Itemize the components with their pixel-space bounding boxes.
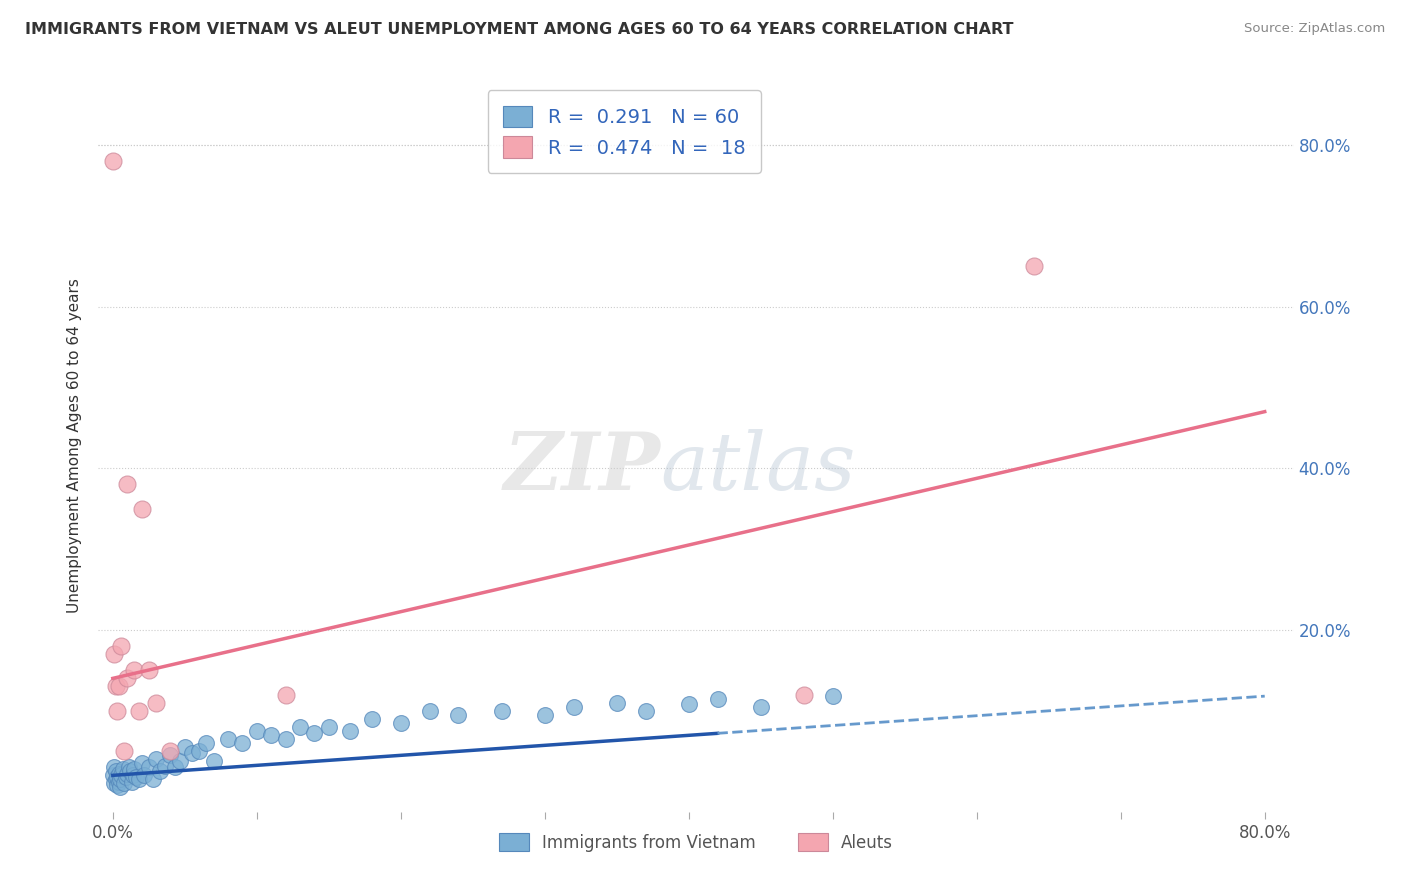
Point [749, 699, 772, 714]
Point [318, 720, 340, 734]
Point [103, 647, 125, 661]
Point [793, 688, 815, 702]
Point [105, 778, 128, 792]
Point [706, 691, 728, 706]
Point [195, 736, 218, 750]
Point [361, 712, 384, 726]
Point [115, 766, 138, 780]
Point [111, 762, 134, 776]
Point [145, 696, 167, 710]
Point [104, 772, 127, 787]
Point [105, 704, 128, 718]
Point [163, 760, 186, 774]
Point [131, 501, 153, 516]
Point [110, 768, 132, 782]
Point [169, 754, 191, 768]
Point [145, 752, 167, 766]
Point [217, 731, 239, 746]
Point [138, 663, 160, 677]
Point [125, 770, 148, 784]
Point [114, 770, 136, 784]
Point [104, 764, 127, 779]
Point [121, 774, 143, 789]
Text: ZIP: ZIP [503, 429, 661, 507]
Point [153, 758, 176, 772]
Text: Source: ZipAtlas.com: Source: ZipAtlas.com [1244, 22, 1385, 36]
Point [389, 715, 412, 730]
Point [288, 720, 311, 734]
Point [115, 477, 138, 491]
Point [533, 707, 555, 722]
Point [304, 726, 326, 740]
Point [107, 774, 129, 789]
Point [115, 671, 138, 685]
Point [419, 704, 441, 718]
Point [634, 704, 657, 718]
Point [159, 744, 181, 758]
Point [120, 764, 142, 779]
Point [606, 696, 628, 710]
Point [128, 704, 150, 718]
Point [124, 663, 146, 677]
Y-axis label: Unemployment Among Ages 60 to 64 years: Unemployment Among Ages 60 to 64 years [67, 278, 83, 614]
Point [101, 768, 124, 782]
Point [260, 728, 283, 742]
Point [821, 689, 844, 703]
Point [202, 754, 225, 768]
Point [108, 780, 131, 795]
Point [142, 772, 165, 787]
Point [181, 746, 204, 760]
Point [112, 776, 135, 790]
Point [103, 776, 125, 790]
Point [274, 688, 297, 702]
Legend: Immigrants from Vietnam, Aleuts: Immigrants from Vietnam, Aleuts [492, 826, 900, 858]
Point [678, 697, 700, 711]
Point [101, 154, 124, 169]
Point [447, 707, 470, 722]
Point [149, 764, 172, 779]
Point [173, 740, 195, 755]
Point [491, 704, 513, 718]
Point [131, 756, 153, 771]
Point [103, 760, 125, 774]
Point [339, 723, 361, 738]
Point [231, 736, 253, 750]
Point [104, 680, 127, 694]
Point [108, 772, 131, 787]
Point [107, 766, 129, 780]
Text: IMMIGRANTS FROM VIETNAM VS ALEUT UNEMPLOYMENT AMONG AGES 60 TO 64 YEARS CORRELAT: IMMIGRANTS FROM VIETNAM VS ALEUT UNEMPLO… [25, 22, 1014, 37]
Point [110, 639, 132, 653]
Point [134, 768, 156, 782]
Point [122, 768, 145, 782]
Point [274, 731, 297, 746]
Text: atlas: atlas [661, 429, 855, 507]
Point [128, 772, 150, 787]
Point [246, 723, 269, 738]
Point [562, 699, 585, 714]
Point [118, 760, 141, 774]
Point [1024, 259, 1046, 273]
Point [188, 744, 211, 758]
Point [112, 744, 135, 758]
Point [105, 770, 128, 784]
Point [138, 760, 160, 774]
Point [107, 680, 129, 694]
Point [159, 748, 181, 763]
Point [124, 762, 146, 776]
